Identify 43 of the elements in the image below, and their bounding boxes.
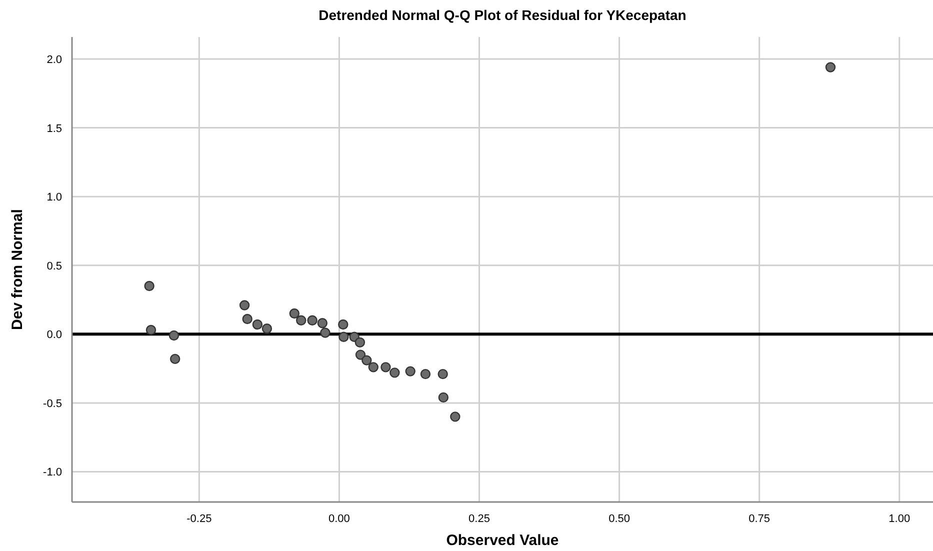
- y-tick-label: 1.0: [46, 192, 62, 204]
- point: [380, 362, 391, 372]
- x-tick-label: 0.50: [608, 513, 630, 525]
- point: [242, 314, 252, 324]
- point: [262, 324, 272, 334]
- point: [405, 366, 416, 376]
- y-tick-label: 1.5: [46, 122, 62, 135]
- point: [355, 350, 366, 360]
- chart-title: Detrended Normal Q-Q Plot of Residual for YKecepatan: [318, 7, 686, 23]
- y-tick-label: -0.5: [43, 398, 62, 410]
- point: [450, 412, 460, 422]
- y-tick-label: 0.0: [46, 329, 62, 342]
- point: [252, 319, 263, 330]
- point: [825, 62, 836, 72]
- x-axis-title: Observed Value: [446, 532, 559, 549]
- point: [289, 308, 300, 319]
- x-tick-label: 0.75: [748, 513, 770, 525]
- point: [354, 337, 366, 348]
- point: [146, 324, 156, 336]
- point: [320, 328, 330, 338]
- point: [317, 318, 328, 328]
- y-tick-label: -1.0: [43, 466, 62, 479]
- x-tick-label: 1.00: [888, 513, 910, 525]
- point: [338, 319, 348, 330]
- point: [390, 368, 400, 378]
- point: [438, 392, 448, 403]
- x-tick-label: 0.25: [468, 513, 490, 525]
- point: [170, 354, 180, 364]
- y-axis-title: Dev from Normal: [9, 209, 26, 330]
- point: [144, 280, 154, 292]
- y-tick-label: 2.0: [46, 54, 62, 66]
- point: [307, 315, 318, 326]
- point: [438, 368, 448, 380]
- x-tick-label: 0.00: [328, 513, 350, 525]
- point: [338, 332, 349, 342]
- x-tick-label: -0.25: [186, 513, 212, 525]
- point: [168, 330, 180, 341]
- point: [362, 355, 372, 366]
- point: [420, 368, 431, 380]
- point: [296, 315, 306, 326]
- point: [239, 300, 250, 310]
- point: [368, 362, 378, 372]
- y-tick-label: 0.5: [46, 260, 62, 272]
